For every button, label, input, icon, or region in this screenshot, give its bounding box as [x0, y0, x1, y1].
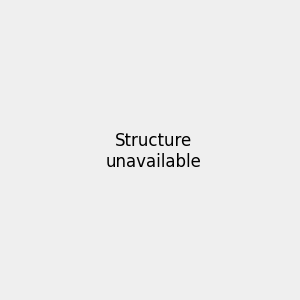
Text: Structure
unavailable: Structure unavailable	[106, 132, 202, 171]
